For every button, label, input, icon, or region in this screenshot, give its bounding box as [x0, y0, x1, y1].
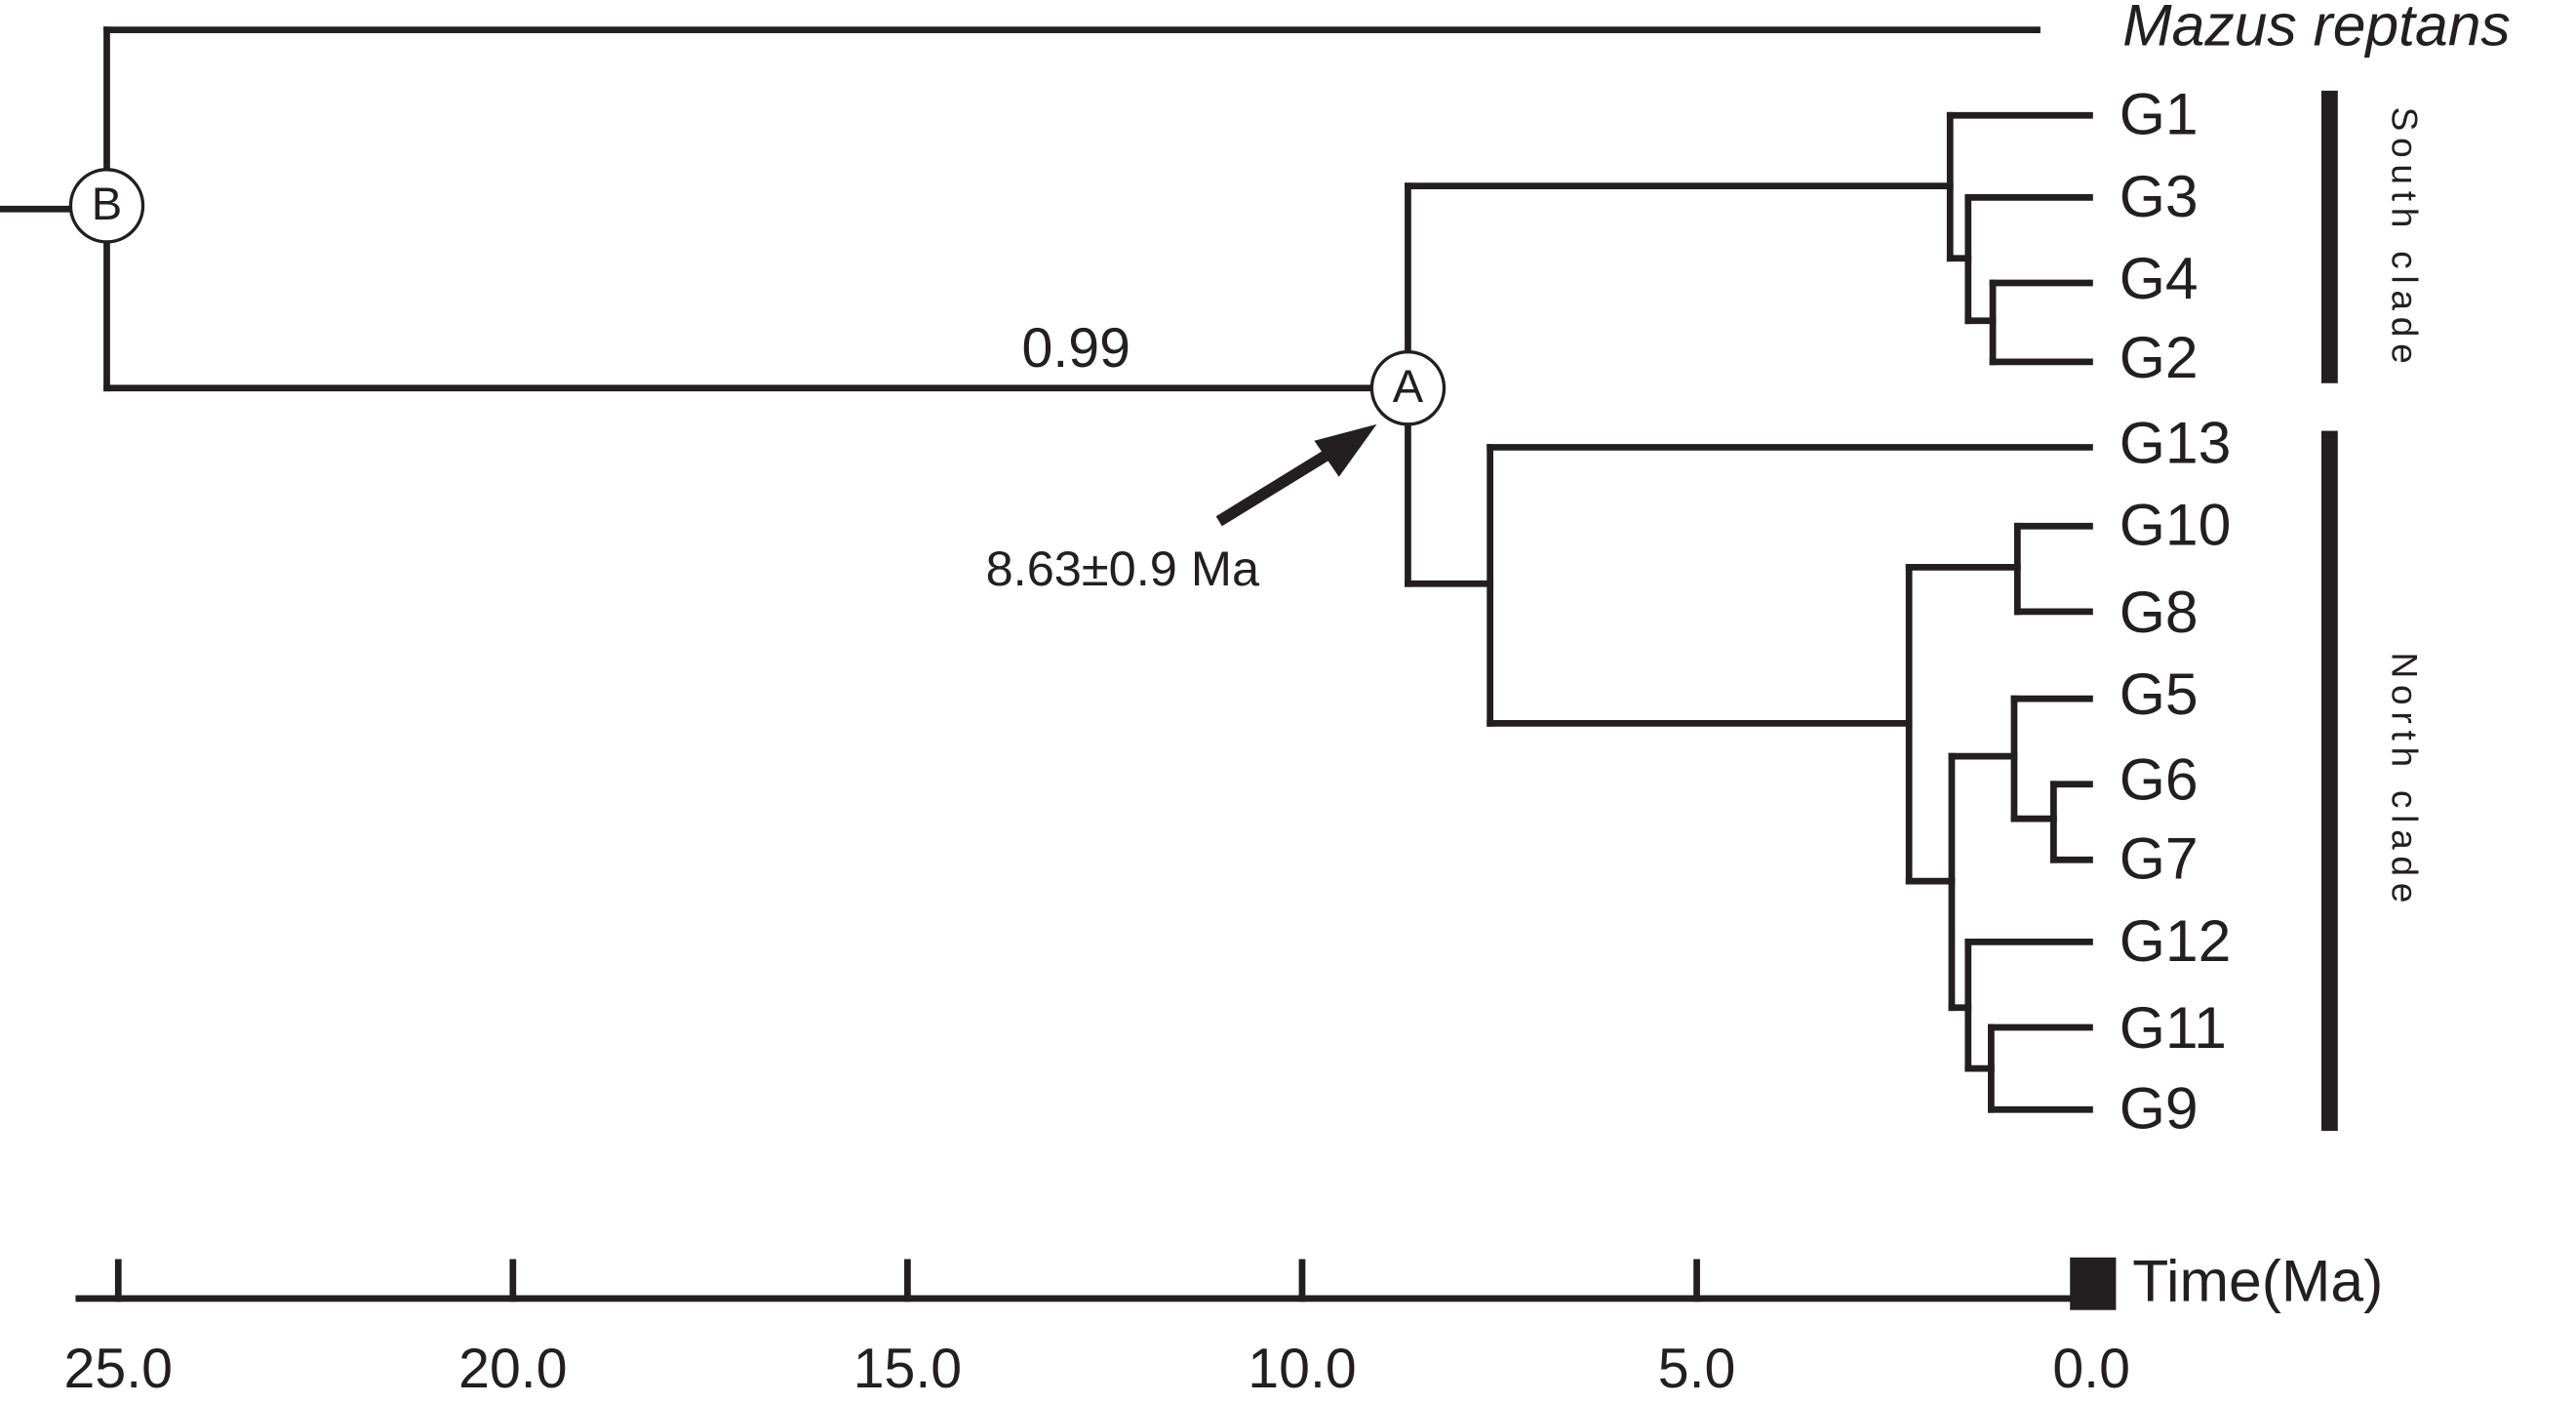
leaf-label: G8: [2120, 579, 2199, 645]
clade-label: North clade: [2385, 653, 2426, 910]
arrow-shaft: [1215, 445, 1337, 527]
age-annotation: 8.63±0.9 Ma: [986, 541, 1260, 596]
tick-label: 15.0: [853, 1338, 962, 1400]
leaf-label: G5: [2120, 661, 2199, 727]
clade-bar: [2320, 430, 2338, 1132]
outgroup-label: Mazus reptans: [2122, 0, 2511, 59]
node-circle: [68, 168, 145, 244]
leaf-label: G2: [2120, 324, 2199, 390]
axis-title: Time(Ma): [2132, 1247, 2383, 1313]
node-circle: [1369, 350, 1447, 426]
leaf-label: G9: [2120, 1075, 2199, 1142]
tick-label: 25.0: [64, 1338, 173, 1400]
leaf-label: G3: [2120, 163, 2199, 229]
tick-label: 5.0: [1658, 1338, 1736, 1400]
clade-bar: [2320, 90, 2338, 383]
support-value: 0.99: [1022, 317, 1130, 380]
leaf-label: G1: [2120, 81, 2199, 147]
tick-label: 20.0: [458, 1338, 567, 1400]
node-label: A: [1393, 360, 1424, 412]
axis-marker: [2070, 1257, 2117, 1310]
arrow-head: [1314, 423, 1377, 477]
leaf-label: G7: [2120, 825, 2199, 892]
leaf-label: G4: [2120, 245, 2199, 311]
tick-label: 10.0: [1248, 1338, 1356, 1400]
node-label: B: [92, 178, 122, 229]
tick-label: 0.0: [2052, 1338, 2130, 1400]
leaf-label: G6: [2120, 746, 2199, 813]
leaf-label: G11: [2120, 994, 2227, 1061]
leaf-label: G10: [2120, 492, 2232, 558]
clade-label: South clade: [2385, 107, 2426, 371]
leaf-label: G12: [2120, 907, 2232, 974]
leaf-label: G13: [2120, 409, 2232, 475]
